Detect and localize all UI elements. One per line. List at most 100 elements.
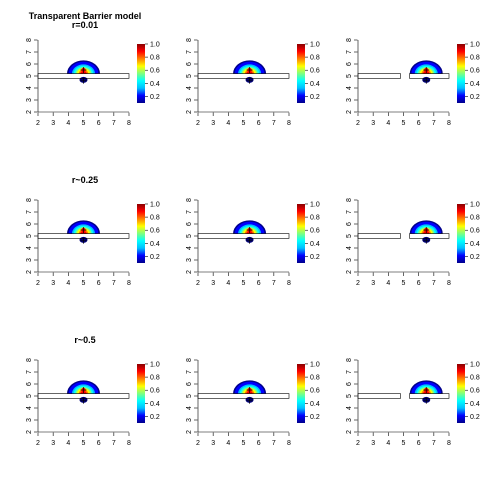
x-tick-label: 6 — [257, 120, 261, 127]
y-tick-label: 6 — [186, 222, 193, 226]
y-tick-label: 5 — [346, 74, 353, 78]
colorbar-tick-label: 0.4 — [310, 81, 320, 88]
panel-7: 2 3 4 5 6 7 8 2 3 4 5 6 7 8 0.2 0.4 0.6 0.8 1.0 — [26, 358, 160, 447]
x-tick-label: 6 — [97, 280, 101, 287]
x-tick-label: 5 — [402, 440, 406, 447]
y-tick-label: 7 — [186, 370, 193, 374]
panel-1: 2 3 4 5 6 7 823456780.20.40.60.81.0 — [26, 38, 160, 127]
x-tick-label: 5 — [402, 120, 406, 127]
x-tick-label: 2 — [356, 280, 360, 287]
panel-4: 2 3 4 5 6 7 823456780.20.40.60.81.0 — [26, 198, 160, 287]
colorbar-tick-label: 0.4 — [470, 401, 480, 408]
x-tick-label: 3 — [51, 280, 55, 287]
y-tick-label: 7 — [26, 50, 33, 54]
x-tick-label: 3 — [371, 440, 375, 447]
colorbar-tick-label: 1.0 — [310, 202, 320, 209]
colorbar-tick-label: 0.4 — [150, 241, 160, 248]
x-tick-label: 6 — [257, 280, 261, 287]
y-tick-label: 6 — [346, 62, 353, 66]
y-tick-label: 4 — [346, 406, 353, 410]
y-tick-label: 2 — [346, 270, 353, 274]
y-tick-label: 7 — [26, 210, 33, 214]
x-tick-label: 4 — [226, 440, 230, 447]
y-tick-label: 4 — [26, 406, 33, 410]
colorbar-tick-label: 0.4 — [150, 81, 160, 88]
barrier-right — [410, 74, 449, 79]
panel-2: 2 3 4 5 6 7 823456780.20.40.60.81.0 — [186, 38, 320, 127]
colorbar — [297, 44, 305, 103]
y-tick-label: 8 — [186, 38, 193, 42]
colorbar-tick-label: 0.2 — [470, 414, 480, 421]
y-tick-label: 5 — [26, 74, 33, 78]
barrier — [198, 394, 289, 399]
y-tick-label: 4 — [186, 86, 193, 90]
barrier-right — [410, 394, 449, 399]
colorbar-tick-label: 1.0 — [150, 42, 160, 49]
x-tick-label: 7 — [112, 280, 116, 287]
colorbar — [137, 204, 145, 263]
x-tick-label: 2 — [196, 440, 200, 447]
colorbar-tick-label: 0.8 — [150, 215, 160, 222]
x-tick-label: 5 — [402, 280, 406, 287]
y-tick-label: 2 — [346, 430, 353, 434]
x-tick-label: 7 — [272, 120, 276, 127]
x-tick-label: 4 — [226, 280, 230, 287]
colorbar — [137, 364, 145, 423]
colorbar-tick-label: 0.6 — [150, 228, 160, 235]
x-tick-label: 8 — [447, 120, 451, 127]
colorbar-tick-label: 0.2 — [150, 254, 160, 261]
y-tick-label: 8 — [186, 358, 193, 362]
y-tick-label: 8 — [26, 198, 33, 202]
colorbar-tick-label: 1.0 — [150, 362, 160, 369]
colorbar-tick-label: 1.0 — [310, 362, 320, 369]
colorbar-tick-label: 0.8 — [470, 55, 480, 62]
colorbar-tick-label: 0.2 — [470, 94, 480, 101]
y-tick-label: 2 — [26, 270, 33, 274]
x-tick-label: 8 — [447, 440, 451, 447]
y-tick-label: 3 — [26, 418, 33, 422]
x-tick-label: 2 — [356, 440, 360, 447]
x-tick-label: 2 — [36, 120, 40, 127]
barrier-left — [358, 234, 400, 239]
barrier-left — [358, 394, 400, 399]
y-tick-label: 3 — [346, 418, 353, 422]
x-tick-label: 3 — [211, 120, 215, 127]
colorbar-tick-label: 0.8 — [470, 375, 480, 382]
x-tick-label: 3 — [211, 280, 215, 287]
colorbar-tick-label: 0.4 — [310, 241, 320, 248]
x-tick-label: 8 — [287, 440, 291, 447]
x-tick-label: 4 — [66, 440, 70, 447]
y-tick-label: 6 — [26, 222, 33, 226]
x-tick-label: 8 — [287, 280, 291, 287]
colorbar-tick-label: 1.0 — [470, 42, 480, 49]
y-tick-label: 6 — [26, 62, 33, 66]
y-tick-label: 5 — [186, 74, 193, 78]
y-tick-label: 6 — [186, 62, 193, 66]
panel-3: 2 3 4 5 6 7 823456780.20.40.60.81.0 — [346, 38, 480, 127]
x-tick-label: 4 — [66, 280, 70, 287]
colorbar-tick-label: 0.2 — [310, 94, 320, 101]
y-tick-label: 6 — [346, 222, 353, 226]
colorbar-tick-label: 0.6 — [470, 388, 480, 395]
x-tick-label: 2 — [36, 440, 40, 447]
y-tick-label: 7 — [346, 210, 353, 214]
x-tick-label: 5 — [242, 280, 246, 287]
y-tick-label: 4 — [26, 246, 33, 250]
y-tick-label: 7 — [186, 210, 193, 214]
x-tick-label: 8 — [287, 120, 291, 127]
y-tick-label: 8 — [26, 358, 33, 362]
y-tick-label: 4 — [186, 406, 193, 410]
colorbar-tick-label: 0.6 — [150, 68, 160, 75]
x-tick-label: 5 — [82, 440, 86, 447]
y-tick-label: 8 — [346, 358, 353, 362]
y-tick-label: 2 — [26, 110, 33, 114]
x-tick-label: 4 — [386, 280, 390, 287]
barrier — [198, 74, 289, 79]
x-tick-label: 7 — [432, 440, 436, 447]
y-tick-label: 8 — [186, 198, 193, 202]
y-tick-label: 5 — [186, 234, 193, 238]
colorbar — [137, 44, 145, 103]
colorbar-tick-label: 0.2 — [470, 254, 480, 261]
panel-8: 2 3 4 5 6 7 8 2 3 4 5 6 7 8 0.2 0.4 0.6 0.8 1.0 — [186, 358, 320, 447]
